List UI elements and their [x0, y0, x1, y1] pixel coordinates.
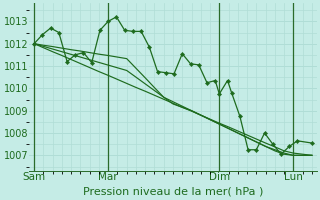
X-axis label: Pression niveau de la mer( hPa ): Pression niveau de la mer( hPa ): [83, 187, 263, 197]
